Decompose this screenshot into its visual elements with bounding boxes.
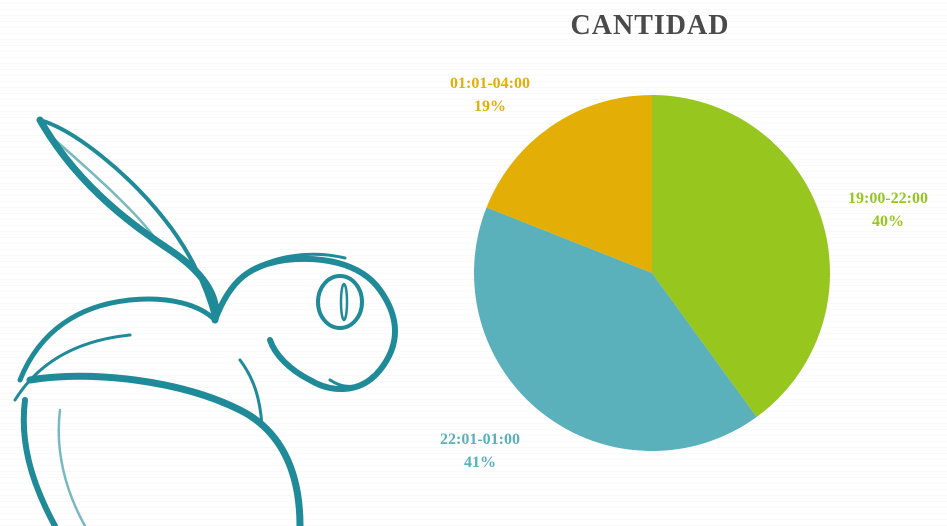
slice-category-label: 22:01-01:00 bbox=[440, 431, 520, 448]
pie-slice-19:00-22:00 bbox=[652, 95, 831, 418]
slice-value-label: 41% bbox=[464, 454, 496, 471]
slice-value-label: 40% bbox=[872, 213, 904, 230]
pie-slice-22:01-01:00 bbox=[474, 207, 757, 451]
turtle-outline-icon bbox=[13, 116, 398, 526]
slice-value-label: 19% bbox=[474, 98, 506, 115]
slice-category-label: 01:01-04:00 bbox=[450, 75, 530, 92]
chart-title: CANTIDAD bbox=[570, 10, 730, 41]
pie-slice-01:01-04:00 bbox=[486, 95, 652, 273]
slice-category-label: 19:00-22:00 bbox=[848, 190, 928, 207]
